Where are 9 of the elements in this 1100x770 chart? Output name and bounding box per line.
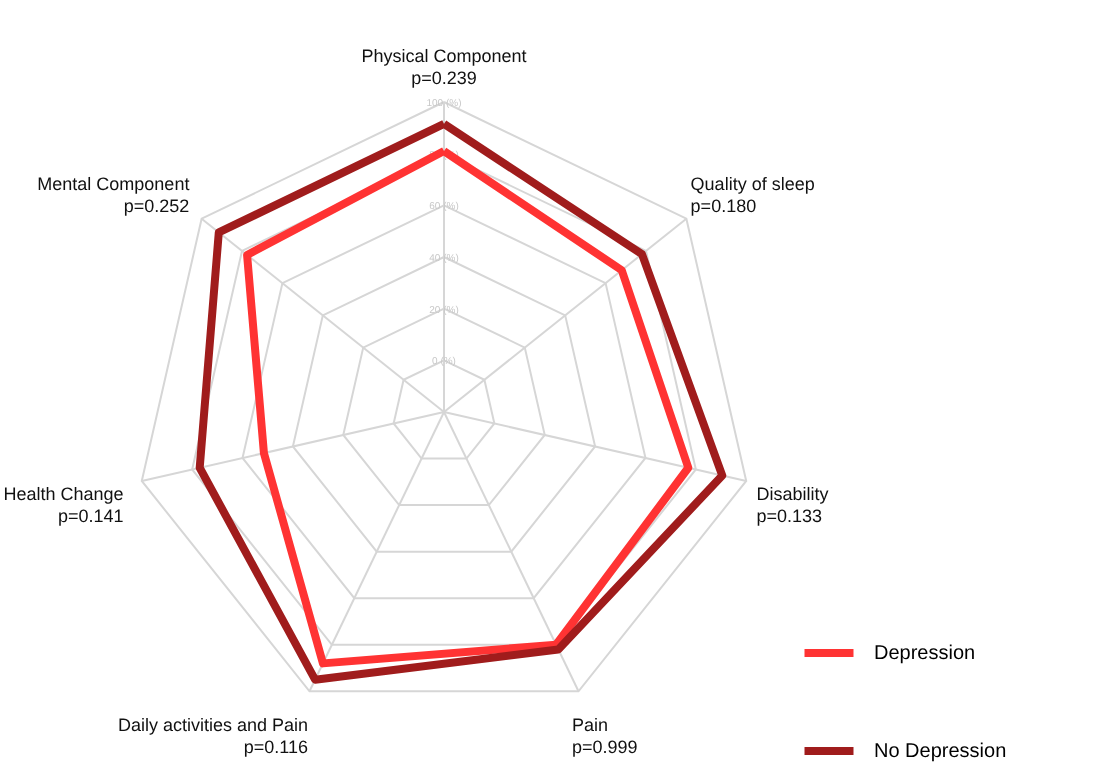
- legend-label: Depression: [874, 643, 976, 665]
- legend-label: No Depression: [874, 741, 1007, 763]
- spoke-label: Mental Component p=0.252: [37, 173, 191, 216]
- spoke-label: Daily activities and Pain p=0.116: [117, 715, 309, 758]
- spoke-label: Health Change p=0.141: [3, 484, 124, 527]
- spoke-label: Pain p=0.999: [571, 715, 638, 758]
- spoke-label: Physical Component p=0.239: [361, 45, 528, 88]
- spoke-label: Quality of sleep p=0.180: [690, 173, 815, 216]
- spoke-label: Disability p=0.133: [756, 484, 830, 527]
